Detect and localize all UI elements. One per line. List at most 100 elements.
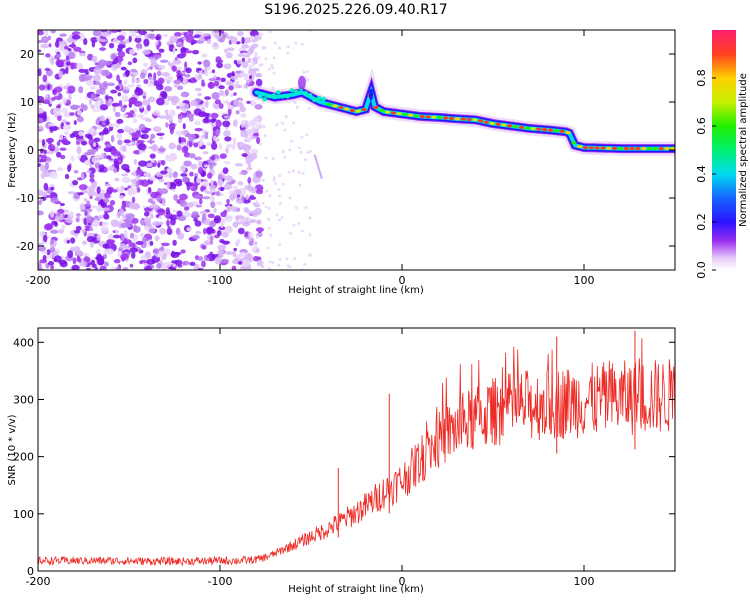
- noise-blob: [116, 35, 126, 41]
- noise-blob: [168, 171, 173, 179]
- noise-blob: [308, 253, 312, 257]
- noise-blob: [201, 134, 206, 139]
- ridge-peak: [536, 127, 542, 131]
- noise-blob: [298, 183, 302, 187]
- noise-blob: [165, 114, 171, 120]
- noise-blob: [186, 132, 191, 138]
- noise-blob: [223, 184, 233, 190]
- noise-blob: [246, 167, 253, 171]
- noise-blob: [41, 36, 49, 44]
- noise-blob: [110, 147, 118, 156]
- colorbar-gradient: [712, 30, 736, 270]
- noise-blob: [237, 261, 244, 265]
- noise-blob: [253, 132, 260, 137]
- ridge-peak: [559, 129, 565, 133]
- noise-blob: [197, 160, 203, 167]
- noise-blob: [294, 41, 298, 45]
- noise-blob: [164, 109, 169, 115]
- noise-blob: [180, 51, 187, 58]
- noise-blob: [226, 198, 230, 205]
- noise-blob: [180, 249, 186, 254]
- noise-blob: [251, 43, 259, 48]
- noise-blob: [176, 85, 184, 90]
- noise-blob: [149, 35, 156, 40]
- y-tick-label: 0: [27, 565, 34, 578]
- noise-blob: [91, 40, 96, 48]
- noise-blob: [207, 213, 215, 219]
- noise-blob: [78, 131, 85, 137]
- noise-blob: [222, 167, 229, 174]
- colorbar-tick-label: 0.2: [695, 213, 708, 231]
- noise-blob: [58, 70, 64, 79]
- noise-blob: [161, 91, 168, 100]
- ridge-peak: [443, 116, 449, 120]
- colorbar-tick-label: 0.4: [695, 165, 708, 183]
- noise-blob: [204, 257, 210, 262]
- noise-blob: [184, 74, 191, 78]
- noise-blob: [170, 252, 180, 259]
- noise-blob: [218, 142, 223, 151]
- noise-blob: [84, 151, 91, 156]
- noise-blob: [146, 104, 151, 112]
- noise-blob: [65, 55, 70, 61]
- noise-blob: [120, 253, 129, 261]
- noise-blob: [112, 105, 116, 113]
- noise-blob: [201, 245, 207, 250]
- noise-blob: [244, 231, 249, 237]
- noise-blob: [210, 112, 219, 119]
- ridge-peak: [257, 94, 263, 99]
- noise-blob: [165, 207, 171, 216]
- noise-blob: [172, 47, 176, 55]
- noise-blob: [209, 235, 214, 242]
- noise-blob: [203, 218, 211, 226]
- noise-blob: [230, 36, 238, 44]
- noise-blob: [93, 137, 101, 142]
- ridge-peak: [623, 146, 629, 151]
- noise-blob: [147, 198, 153, 203]
- noise-blob: [223, 175, 233, 181]
- noise-blob: [108, 98, 113, 106]
- noise-blob: [245, 136, 252, 143]
- noise-blob: [96, 125, 103, 130]
- colorbar-tick-label: 0.6: [695, 117, 708, 135]
- noise-blob: [203, 59, 211, 68]
- noise-blob: [232, 250, 237, 258]
- ridge-peak: [478, 119, 484, 123]
- noise-blob: [60, 213, 64, 221]
- noise-blob: [271, 66, 275, 70]
- ridge-peak: [611, 146, 618, 151]
- noise-blob: [246, 128, 255, 136]
- noise-blob: [211, 92, 220, 100]
- noise-blob: [156, 195, 162, 203]
- noise-blob: [261, 265, 265, 269]
- noise-blob: [50, 30, 56, 34]
- noise-blob: [260, 63, 264, 67]
- noise-blob: [217, 244, 226, 251]
- noise-blob: [89, 173, 95, 179]
- noise-blob: [123, 229, 128, 237]
- noise-blob: [223, 115, 231, 119]
- noise-blob: [91, 263, 97, 268]
- noise-blob: [271, 157, 275, 161]
- noise-blob: [234, 188, 242, 195]
- ridge-peak: [577, 144, 583, 149]
- noise-blob: [89, 177, 95, 183]
- noise-blob: [141, 236, 147, 244]
- ridge-peak: [454, 117, 460, 121]
- noise-blob: [111, 266, 116, 270]
- noise-blob: [305, 133, 309, 137]
- noise-blob: [209, 164, 214, 170]
- noise-blob: [111, 189, 118, 193]
- noise-blob: [182, 175, 189, 183]
- noise-blob: [166, 219, 170, 227]
- noise-blob: [194, 120, 201, 126]
- noise-blob: [146, 83, 156, 87]
- noise-blob: [170, 95, 180, 104]
- noise-blob: [180, 173, 188, 177]
- noise-blob: [289, 231, 293, 235]
- noise-blob: [285, 257, 289, 261]
- noise-blob: [118, 208, 125, 217]
- noise-blob: [224, 89, 229, 96]
- noise-blob: [237, 31, 244, 37]
- noise-blob: [157, 188, 162, 193]
